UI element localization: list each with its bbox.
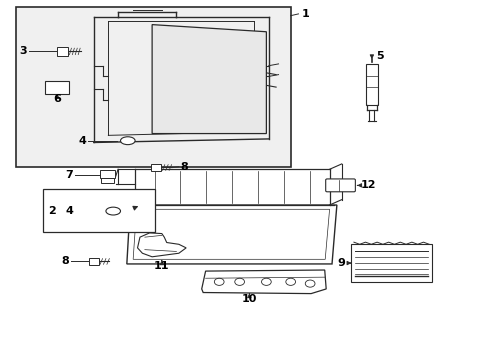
Text: 8: 8 <box>61 256 69 266</box>
Text: 11: 11 <box>154 261 169 271</box>
Text: 12: 12 <box>360 180 375 190</box>
Ellipse shape <box>120 137 135 145</box>
Text: 9: 9 <box>337 258 345 268</box>
Bar <box>100 170 115 178</box>
Bar <box>89 258 99 265</box>
Text: 6: 6 <box>53 94 61 104</box>
Bar <box>151 164 161 171</box>
Polygon shape <box>126 205 336 264</box>
Ellipse shape <box>106 207 120 215</box>
Polygon shape <box>133 209 329 259</box>
Text: 4: 4 <box>65 206 73 216</box>
Bar <box>57 47 68 56</box>
Text: 8: 8 <box>180 162 188 172</box>
Bar <box>42 189 154 232</box>
Bar <box>101 178 114 183</box>
Bar <box>16 7 290 167</box>
Bar <box>351 244 431 282</box>
Bar <box>366 64 377 105</box>
Polygon shape <box>137 233 186 257</box>
Text: 1: 1 <box>301 9 308 19</box>
Text: 10: 10 <box>241 294 257 303</box>
Polygon shape <box>201 270 325 294</box>
Bar <box>45 81 69 94</box>
Text: 3: 3 <box>19 46 27 57</box>
Text: 2: 2 <box>48 206 56 216</box>
Text: 4: 4 <box>79 136 86 146</box>
FancyBboxPatch shape <box>325 179 355 192</box>
Text: 5: 5 <box>375 51 383 61</box>
Text: 7: 7 <box>65 170 73 180</box>
Polygon shape <box>152 24 266 134</box>
